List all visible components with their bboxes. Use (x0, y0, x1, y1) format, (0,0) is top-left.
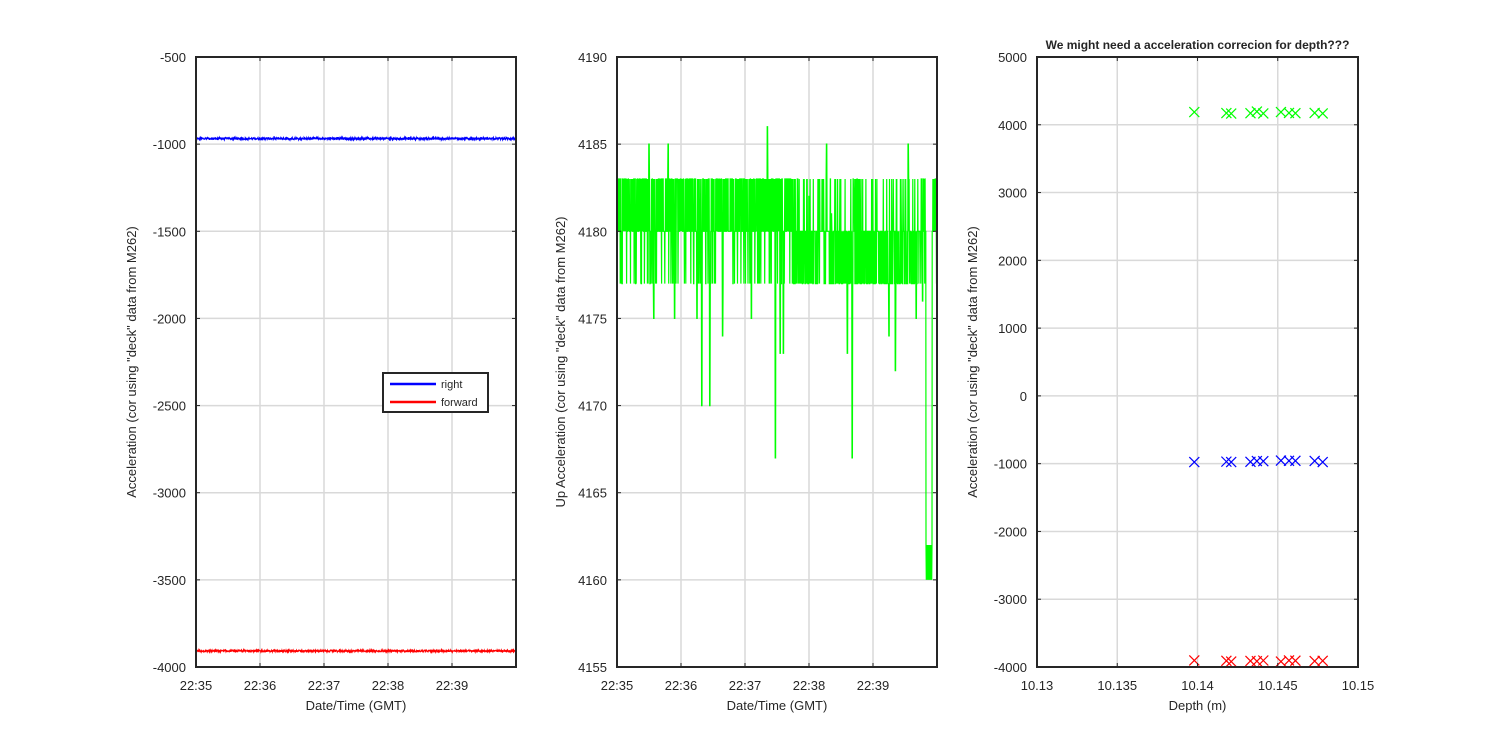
x-tick-label: 22:38 (793, 678, 826, 693)
x-tick-label: 10.135 (1097, 678, 1137, 693)
y-tick-label: -500 (160, 50, 186, 65)
y-tick-label: -3000 (153, 486, 186, 501)
scatter-point (1289, 107, 1301, 119)
scatter-point (1188, 106, 1200, 118)
series-line-forward (195, 647, 517, 655)
x-tick-label: 22:37 (308, 678, 341, 693)
scatter-point (1225, 656, 1237, 668)
x-tick-label: 22:36 (244, 678, 277, 693)
scatter-point (1317, 107, 1329, 119)
y-tick-label: 0 (1020, 389, 1027, 404)
scatter-point (1317, 655, 1329, 667)
y-tick-label: 4155 (578, 660, 607, 675)
y-tick-label: 4180 (578, 224, 607, 239)
chart-title: We might need a acceleration correcion f… (1046, 38, 1350, 52)
x-tick-label: 22:35 (180, 678, 213, 693)
y-tick-label: 5000 (998, 50, 1027, 65)
x-tick-label: 22:35 (601, 678, 634, 693)
y-tick-label: 4000 (998, 118, 1027, 133)
scatter-point (1257, 455, 1269, 467)
scatter-point (1188, 456, 1200, 468)
scatter-point (1289, 655, 1301, 667)
y-tick-label: -1000 (153, 137, 186, 152)
y-tick-label: -2500 (153, 399, 186, 414)
x-tick-label: 22:38 (372, 678, 405, 693)
x-tick-label: 22:39 (436, 678, 469, 693)
series-line-up (616, 126, 938, 580)
legend: right forward (382, 372, 489, 413)
scatter-point (1220, 655, 1232, 667)
y-tick-label: 4185 (578, 137, 607, 152)
y-tick-label: -2000 (153, 311, 186, 326)
scatter-point (1275, 455, 1287, 467)
y-tick-label: -4000 (994, 660, 1027, 675)
x-tick-label: 22:37 (729, 678, 762, 693)
y-tick-label: 4160 (578, 573, 607, 588)
y-tick-label: -3500 (153, 573, 186, 588)
y-tick-label: 4165 (578, 486, 607, 501)
y-tick-label: -3000 (994, 592, 1027, 607)
x-tick-label: 22:39 (857, 678, 890, 693)
scatter-point (1257, 108, 1269, 119)
y-tick-label: 2000 (998, 253, 1027, 268)
x-axis-label: Date/Time (GMT) (727, 698, 828, 713)
x-axis-label: Date/Time (GMT) (306, 698, 407, 713)
y-tick-label: 4175 (578, 311, 607, 326)
up-acceleration-chart: 22:35 22:36 22:37 22:38 22:39 4155 4160 4165 417… (553, 50, 938, 713)
legend-label-right: right (441, 379, 462, 391)
y-tick-label: -4000 (153, 660, 186, 675)
scatter-point (1251, 106, 1263, 118)
x-tick-label: 22:36 (665, 678, 698, 693)
scatter-point (1245, 107, 1256, 119)
x-tick-label: 10.15 (1342, 678, 1375, 693)
y-tick-label: -1500 (153, 224, 186, 239)
scatter-point (1225, 108, 1237, 119)
legend-label-forward: forward (441, 397, 478, 409)
x-tick-label: 10.14 (1181, 678, 1214, 693)
x-tick-label: 10.13 (1021, 678, 1054, 693)
scatter-point (1220, 107, 1232, 119)
scatter-point (1220, 456, 1232, 468)
y-tick-label: 1000 (998, 321, 1027, 336)
x-axis-label: Depth (m) (1169, 698, 1227, 713)
scatter-point (1225, 456, 1237, 468)
scatter-point (1317, 456, 1329, 468)
scatter-point (1257, 655, 1269, 666)
scatter-point (1309, 107, 1321, 119)
y-tick-label: -1000 (994, 457, 1027, 472)
y-tick-label: 3000 (998, 186, 1027, 201)
accel-right-forward-chart: 22:35 22:36 22:37 22:38 22:39 -4000 -3500 -3000… (124, 50, 517, 713)
scatter-point (1309, 655, 1321, 667)
scatter-point (1289, 455, 1301, 467)
y-axis-label: Up Acceleration (cor using "deck" data f… (553, 216, 568, 507)
y-axis-label: Acceleration (cor using "deck" data from… (124, 226, 139, 498)
acceleration-vs-depth-chart: 10.13 10.135 10.14 10.145 10.15 -4000 -3000 -20… (965, 38, 1374, 713)
y-axis-label: Acceleration (cor using "deck" data from… (965, 226, 980, 498)
x-tick-label: 10.145 (1258, 678, 1298, 693)
y-tick-label: 4190 (578, 50, 607, 65)
y-tick-label: -2000 (994, 524, 1027, 539)
series-line-right (195, 135, 517, 142)
y-tick-label: 4170 (578, 399, 607, 414)
